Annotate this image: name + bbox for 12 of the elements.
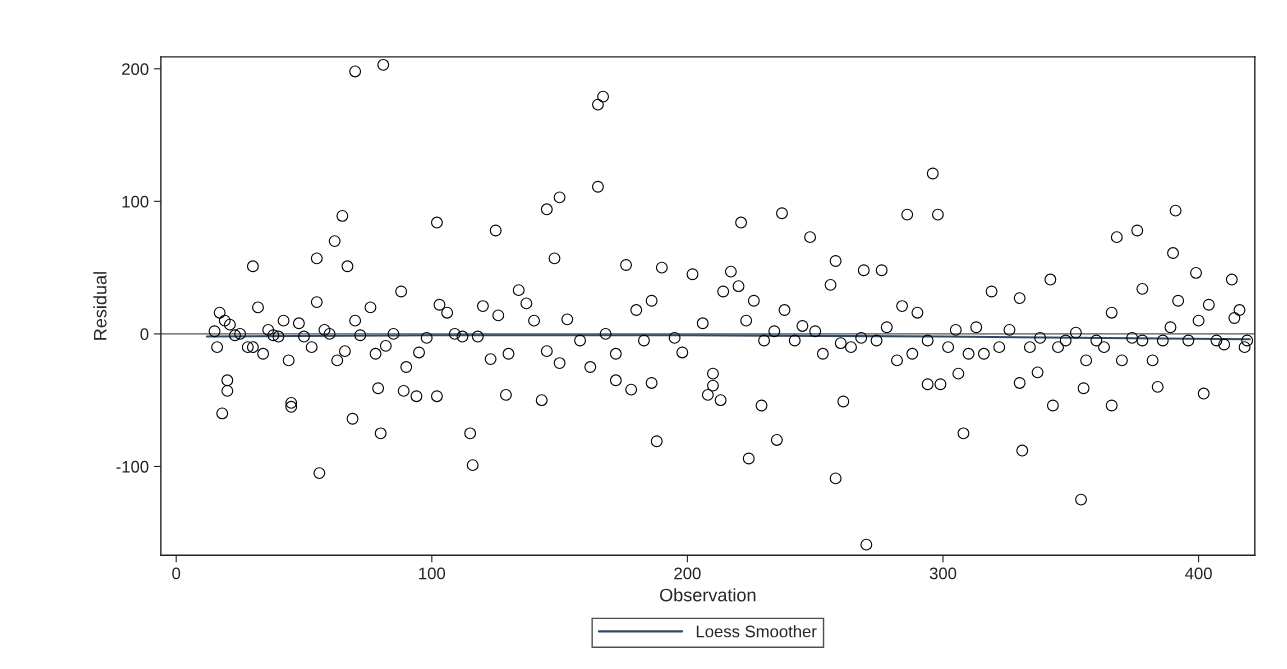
x-tick-label: 400 <box>1185 567 1212 580</box>
x-tick-label: 100 <box>419 567 446 580</box>
y-tick-label: -100 <box>116 460 149 473</box>
x-tick-label: 300 <box>929 567 957 580</box>
x-tick-label: 200 <box>674 567 701 580</box>
y-tick-label: 100 <box>122 195 149 208</box>
y-tick-label: 0 <box>140 328 149 341</box>
y-tick-label: 200 <box>122 63 149 75</box>
y-axis-title: Residual <box>93 272 107 340</box>
x-axis-title: Observation <box>660 588 756 602</box>
x-tick-label: 0 <box>172 567 181 580</box>
legend-label: Loess Smoother <box>696 625 817 638</box>
